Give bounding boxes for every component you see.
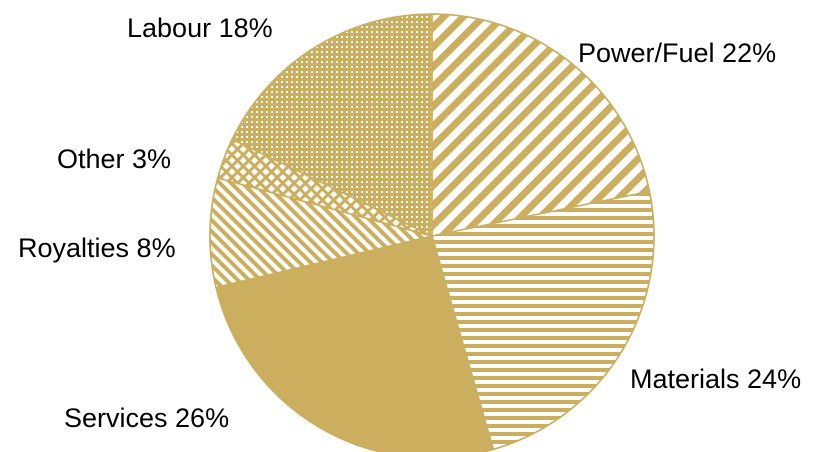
slice-label: Royalties 8% bbox=[18, 233, 176, 263]
slice-label: Power/Fuel 22% bbox=[578, 38, 776, 68]
slice-label: Materials 24% bbox=[630, 364, 801, 394]
pie-slices bbox=[209, 13, 655, 452]
pie-outline bbox=[209, 13, 655, 452]
pie-labels: Power/Fuel 22% Materials 24% Services 26% R… bbox=[18, 13, 801, 433]
slice-label: Other 3% bbox=[57, 144, 171, 174]
slice-label: Services 26% bbox=[64, 403, 229, 433]
slice-label: Labour 18% bbox=[127, 13, 273, 43]
